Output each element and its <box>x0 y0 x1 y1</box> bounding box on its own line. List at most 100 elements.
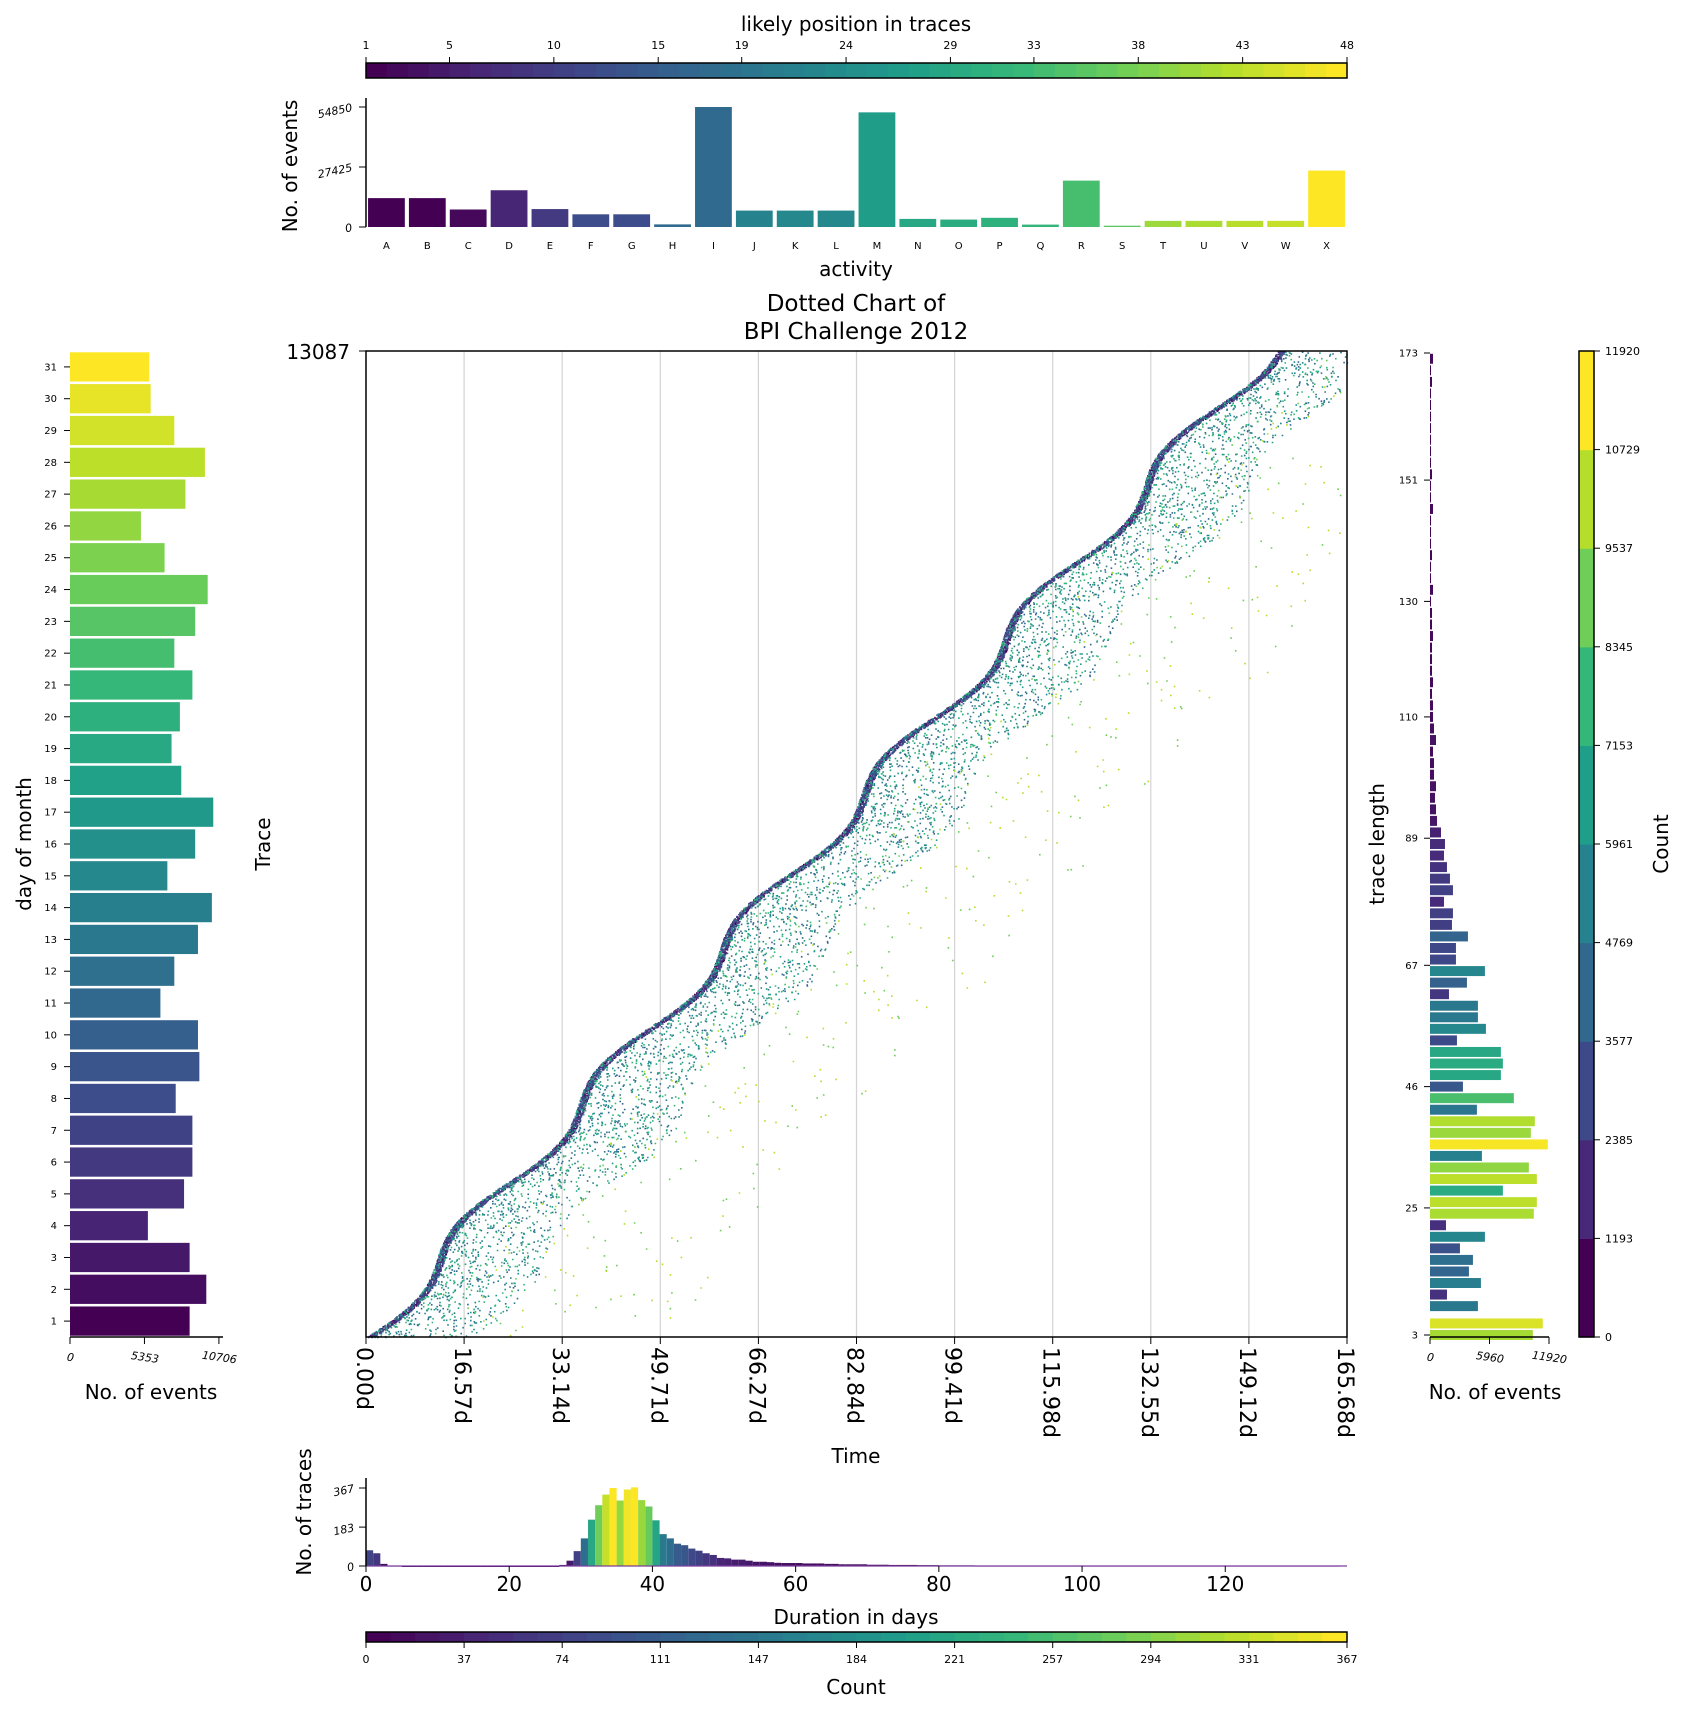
trace-length-ytick-label: 89 <box>1405 834 1418 845</box>
activity-bar-P <box>981 217 1018 227</box>
day-ytick-label: 5 <box>51 1189 57 1200</box>
day-ytick-label: 28 <box>44 458 57 469</box>
trace-length-bar <box>1430 1208 1534 1219</box>
colorbar-segment <box>905 1632 931 1642</box>
colorbar-segment <box>1013 63 1035 78</box>
colorbar-segment <box>1199 1632 1225 1642</box>
duration-bar <box>795 1563 803 1566</box>
colorbar-tick-label: 11920 <box>1605 345 1640 358</box>
trace-length-bar <box>1430 931 1468 942</box>
duration-axes: 0 183 367 0 20 40 60 80 100 120 <box>332 1478 1347 1596</box>
dotted-chart-xlabel: Time <box>831 1444 881 1468</box>
trace-length-bar <box>1430 711 1433 722</box>
colorbar-segment <box>1054 63 1077 78</box>
duration-bar <box>738 1559 746 1566</box>
colorbar-segment <box>1200 63 1223 78</box>
duration-bar <box>673 1543 682 1566</box>
day-ytick-label: 15 <box>44 871 57 882</box>
colorbar-segment <box>856 1632 882 1642</box>
trace-length-colorbar-ticks: 0 1193 2385 3577 4769 5961 7153 8345 9537 10729 11… <box>1594 345 1640 1344</box>
duration-bar <box>788 1563 796 1566</box>
trace-length-bar <box>1430 1046 1501 1057</box>
day-ytick-label: 19 <box>44 744 57 755</box>
activity-bar-B <box>408 198 446 227</box>
activity-bar-Q <box>1022 224 1059 227</box>
day-ytick-label: 24 <box>44 585 57 596</box>
day-ytick-label: 18 <box>44 776 57 787</box>
trace-length-bar <box>1430 1023 1486 1034</box>
activity-tick-label: V <box>1241 241 1248 252</box>
duration-bar <box>709 1554 717 1566</box>
colorbar-segment <box>366 1632 392 1642</box>
trace-length-bar <box>1430 688 1432 699</box>
duration-bar <box>602 1494 610 1566</box>
trace-length-bar <box>1430 457 1431 468</box>
colorbar-segment <box>491 63 513 78</box>
colorbar-tick-label: 367 <box>1337 1653 1358 1666</box>
trace-length-bar <box>1430 850 1444 861</box>
trace-length-bar <box>1430 434 1431 445</box>
day-ytick-label: 16 <box>44 840 57 851</box>
xtick-label: 49.71d <box>645 1347 670 1424</box>
day-ytick-label: 20 <box>44 712 57 723</box>
duration-bar <box>623 1489 631 1566</box>
trace-length-bar <box>1430 619 1432 630</box>
colorbar-segment <box>783 63 805 78</box>
colorbar-tick-label: 2385 <box>1605 1134 1633 1147</box>
activity-bar-R <box>1062 180 1100 227</box>
activity-tick-label: S <box>1119 241 1125 252</box>
activity-tick-label: G <box>628 241 636 252</box>
day-bar-24 <box>70 574 208 605</box>
activity-bar-S <box>1103 225 1141 227</box>
colorbar-segment <box>415 1632 441 1642</box>
colorbar-segment <box>1579 548 1594 648</box>
event-dots <box>374 351 1345 1339</box>
colorbar-tick-label: 0 <box>1605 1331 1612 1344</box>
activity-tick-label: O <box>955 241 963 252</box>
colorbar-tick-label: 184 <box>846 1653 867 1666</box>
duration-xtick-label: 40 <box>640 1572 665 1596</box>
xtick-label: 0.00d <box>351 1347 376 1410</box>
trace-length-bar <box>1430 573 1431 584</box>
colorbar-segment <box>407 63 430 78</box>
trace-length-bar <box>1430 654 1432 665</box>
colorbar-tick-label: 4769 <box>1605 937 1633 950</box>
day-xtick-label: 0 <box>66 1351 75 1365</box>
duration-bar <box>688 1548 696 1566</box>
activity-bar-A <box>368 198 405 227</box>
xtick-label: 99.41d <box>940 1347 965 1424</box>
colorbar-segment <box>971 63 993 78</box>
xtick-label: 33.14d <box>547 1347 572 1424</box>
duration-ytick-label: 183 <box>332 1521 355 1538</box>
xtick-label: 149.12d <box>1234 1347 1259 1438</box>
duration-colorbar: 0 37 74 111 147 184 221 257 294 331 367 Count <box>363 1631 1358 1699</box>
trace-length-ytick-label: 25 <box>1405 1203 1418 1214</box>
trace-length-bar <box>1430 1197 1537 1208</box>
dotted-chart-ytick-top: 13087 <box>286 340 350 364</box>
duration-bar <box>573 1551 581 1566</box>
colorbar-segment <box>658 63 680 78</box>
activity-ytick-label: 0 <box>344 221 354 235</box>
trace-length-bar <box>1430 1150 1482 1161</box>
trace-length-bar <box>1430 1243 1460 1254</box>
colorbar-tick-label: 147 <box>748 1653 769 1666</box>
day-ytick-label: 2 <box>51 1285 57 1296</box>
trace-length-xtick-label: 0 <box>1426 1351 1435 1365</box>
duration-xtick-label: 0 <box>360 1572 373 1596</box>
trace-length-bar <box>1430 492 1431 503</box>
colorbar-tick-label: 43 <box>1236 39 1250 52</box>
trace-length-bar <box>1430 1289 1447 1300</box>
day-bar-23 <box>70 606 196 636</box>
activity-tick-label: I <box>712 241 715 252</box>
trace-length-bar <box>1430 1174 1537 1185</box>
activity-bar-L <box>817 210 855 227</box>
colorbar-tick-label: 1193 <box>1605 1232 1633 1245</box>
duration-bar <box>380 1563 388 1566</box>
activity-bar-E <box>531 209 569 227</box>
dotted-chart-title-line-2: BPI Challenge 2012 <box>744 319 969 345</box>
colorbar-segment <box>1101 1632 1127 1642</box>
day-bar-8 <box>70 1083 176 1114</box>
duration-bar <box>845 1564 853 1566</box>
colorbar-segment <box>537 1632 563 1642</box>
colorbar-segment <box>1028 1632 1054 1642</box>
